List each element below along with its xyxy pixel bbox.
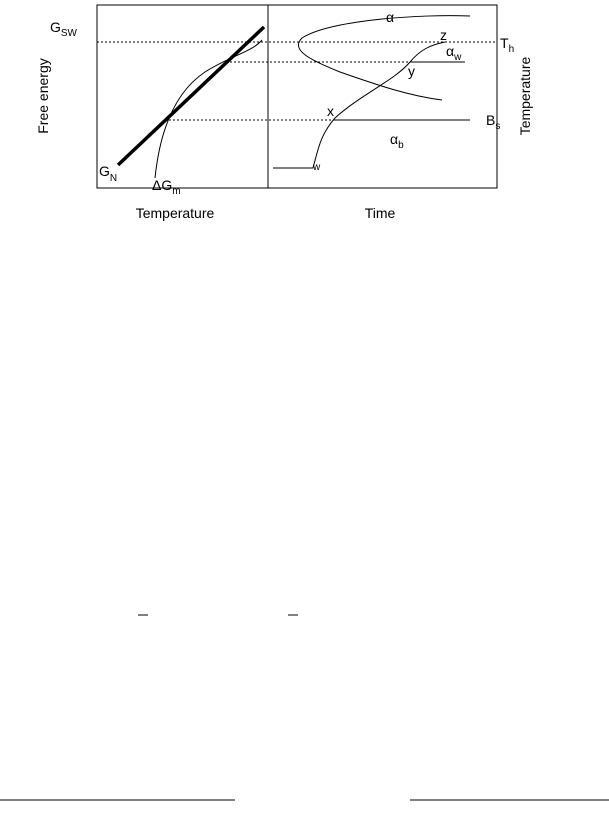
alpha-label: α — [386, 9, 394, 25]
y-point-label: y — [408, 63, 415, 79]
delta-gm-curve — [154, 39, 263, 179]
w-label: w — [312, 162, 321, 173]
y-axis-label: Temperature — [517, 56, 533, 135]
alpha-w-label: αw — [446, 43, 462, 63]
gn-label: GN — [99, 163, 117, 184]
x-axis-label: Temperature — [136, 205, 215, 221]
alpha-b-label: αb — [390, 131, 404, 151]
x-point-label: x — [327, 103, 334, 119]
delta-gm-label: ΔGm — [152, 177, 181, 197]
transformation-curve — [273, 41, 446, 169]
alpha-curve — [298, 15, 471, 101]
z-label: z — [440, 27, 447, 43]
gn-line — [116, 25, 266, 167]
gsw-label: GSW — [50, 19, 78, 39]
th-label: Th — [500, 35, 514, 55]
x-axis-label: Time — [365, 205, 396, 221]
figure-frame — [96, 4, 498, 189]
y-axis-label: Free energy — [35, 58, 51, 133]
bs-label: Bs — [486, 112, 500, 132]
